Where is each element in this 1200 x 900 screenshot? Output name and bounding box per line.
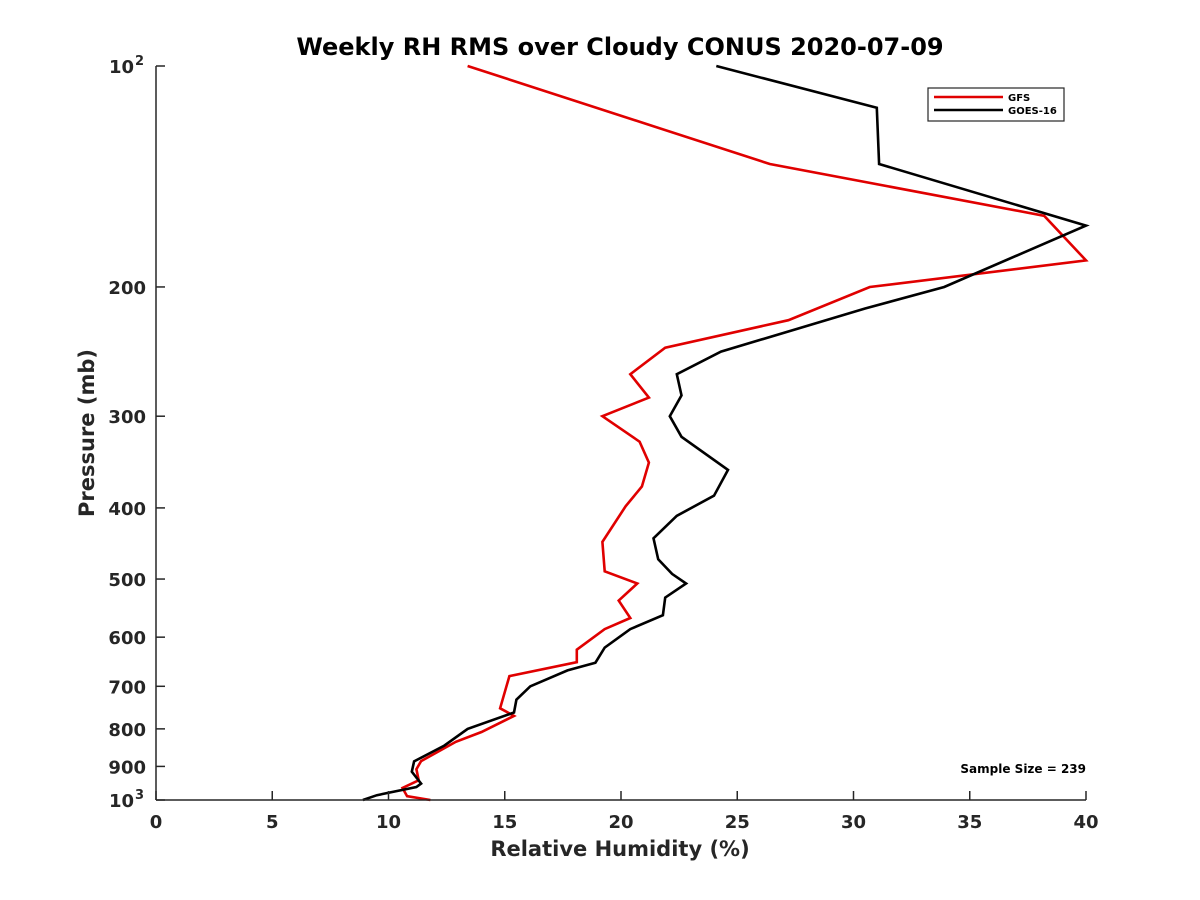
x-tick-label: 15 <box>492 812 517 833</box>
y-tick-label: 600 <box>108 628 146 649</box>
x-tick-label: 35 <box>957 812 982 833</box>
y-tick-label: 300 <box>108 407 146 428</box>
y-tick-label: 500 <box>108 570 146 591</box>
y-tick-exponent: 2 <box>135 54 144 69</box>
x-tick-label: 20 <box>608 812 633 833</box>
y-tick-label: 400 <box>108 499 146 520</box>
x-tick-label: 40 <box>1073 812 1098 833</box>
x-tick-label: 5 <box>266 812 279 833</box>
legend-label-goes16: GOES-16 <box>1008 106 1057 117</box>
chart-title: Weekly RH RMS over Cloudy CONUS 2020-07-… <box>296 33 943 61</box>
x-tick-label: 10 <box>376 812 401 833</box>
x-ticks: 0 5 10 15 20 25 30 35 40 <box>150 791 1099 833</box>
y-tick-exponent: 3 <box>135 788 144 803</box>
x-tick-label: 0 <box>150 812 163 833</box>
y-tick-label: 10 <box>109 791 134 812</box>
y-tick-label: 800 <box>108 720 146 741</box>
y-tick-label: 10 <box>109 57 134 78</box>
y-tick-label: 200 <box>108 278 146 299</box>
legend-label-gfs: GFS <box>1008 93 1030 104</box>
sample-size-annotation: Sample Size = 239 <box>960 762 1086 776</box>
y-axis-label: Pressure (mb) <box>75 349 99 517</box>
series-line-gfs <box>400 64 1089 802</box>
plot-area <box>362 64 1090 802</box>
x-tick-label: 30 <box>841 812 866 833</box>
series-line-goes16 <box>362 64 1090 802</box>
legend: GFS GOES-16 <box>927 87 1065 122</box>
y-tick-label: 700 <box>108 677 146 698</box>
x-axis-label: Relative Humidity (%) <box>490 837 749 861</box>
y-tick-label: 900 <box>108 757 146 778</box>
x-tick-label: 25 <box>725 812 750 833</box>
legend-box <box>927 87 1065 122</box>
